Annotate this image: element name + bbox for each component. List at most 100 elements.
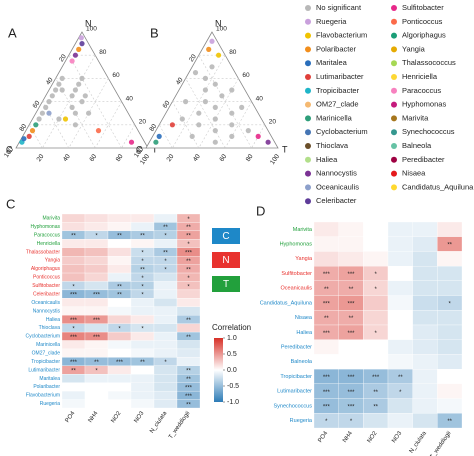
c-tick-label: 40 bbox=[45, 76, 55, 86]
point bbox=[202, 99, 208, 105]
group-box bbox=[212, 276, 240, 292]
significance: * bbox=[399, 390, 402, 396]
row-label: Hyphomonas bbox=[31, 224, 61, 230]
heatmap-cell bbox=[107, 365, 132, 375]
heatmap-cell bbox=[412, 236, 438, 252]
group-label: C bbox=[222, 231, 229, 242]
legend-marker bbox=[305, 32, 311, 39]
legend-label: Lutimaribacter bbox=[316, 72, 364, 81]
significance: *** bbox=[116, 360, 124, 366]
colorbar-title: Correlation bbox=[212, 323, 251, 332]
significance: *** bbox=[347, 390, 355, 396]
point bbox=[72, 110, 78, 116]
significance: ** bbox=[373, 390, 378, 396]
legend-marker bbox=[391, 5, 397, 11]
heatmap-cell bbox=[313, 354, 339, 370]
legend-marker bbox=[305, 74, 311, 80]
heatmap-cell bbox=[363, 236, 389, 252]
colorbar-tick-label: 1.0 bbox=[227, 335, 237, 342]
heatmap-cell bbox=[153, 331, 178, 341]
heatmap-cell bbox=[437, 310, 463, 326]
n-tick-label: 80 bbox=[99, 49, 107, 56]
heatmap-cell bbox=[176, 298, 201, 307]
row-label: Ponticoccus bbox=[33, 275, 60, 281]
significance: * bbox=[187, 242, 190, 248]
heatmap-cell bbox=[412, 354, 438, 370]
heatmap-cell bbox=[107, 399, 132, 409]
significance: * bbox=[164, 259, 167, 265]
row-label: Oceanicaulis bbox=[31, 300, 60, 306]
heatmap-cell bbox=[84, 390, 109, 400]
row-label: Synechococcus bbox=[273, 403, 312, 409]
legend-marker bbox=[391, 18, 397, 25]
grid-line bbox=[94, 101, 122, 149]
significance: ** bbox=[186, 259, 191, 265]
legend-label: Celeribacter bbox=[316, 196, 357, 205]
significance: ** bbox=[186, 267, 191, 273]
significance: ** bbox=[186, 335, 191, 341]
row-label: Peredibacter bbox=[281, 345, 312, 351]
legend-marker bbox=[305, 5, 311, 11]
c-tick-label: 20 bbox=[58, 53, 68, 63]
significance: ** bbox=[117, 284, 122, 290]
significance: *** bbox=[185, 251, 193, 257]
legend-marker bbox=[391, 46, 397, 53]
significance: ** bbox=[71, 369, 76, 375]
heatmap-cell bbox=[363, 221, 389, 237]
heatmap-cell bbox=[61, 382, 86, 392]
heatmap-cell bbox=[176, 323, 201, 333]
row-label: Hyphomonas bbox=[280, 242, 313, 248]
heatmap-cell bbox=[313, 339, 339, 355]
row-label: Candidatus_Aquiluna bbox=[260, 300, 313, 306]
significance: ** bbox=[163, 251, 168, 257]
heatmap-cell bbox=[153, 365, 178, 375]
legend-label: Marinicella bbox=[316, 113, 353, 122]
row-label: Maritalea bbox=[39, 376, 60, 382]
n-tick-label: 100 bbox=[86, 26, 97, 33]
legend-marker bbox=[305, 101, 311, 108]
significance: * bbox=[141, 284, 144, 290]
significance: * bbox=[448, 302, 451, 308]
heatmap-cell bbox=[387, 265, 413, 282]
point bbox=[179, 116, 185, 122]
legend-marker bbox=[391, 115, 397, 122]
point bbox=[212, 139, 218, 145]
n-tick-label: 100 bbox=[216, 26, 227, 33]
heatmap-cell bbox=[437, 413, 463, 429]
heatmap-cell bbox=[84, 222, 109, 232]
row-label: Haliea bbox=[46, 317, 60, 323]
heatmap-cell bbox=[153, 298, 178, 307]
point bbox=[46, 99, 52, 105]
point bbox=[216, 52, 222, 58]
significance: * bbox=[141, 276, 144, 282]
heatmap-cell bbox=[412, 251, 438, 267]
column-label: T_weddlogii bbox=[168, 411, 191, 441]
significance: * bbox=[72, 326, 75, 332]
significance: * bbox=[141, 326, 144, 332]
point bbox=[76, 81, 82, 87]
t-tick-label: 80 bbox=[245, 153, 255, 163]
heatmap-cell bbox=[107, 348, 132, 358]
significance: * bbox=[187, 284, 190, 290]
point bbox=[72, 52, 78, 58]
heatmap-cell bbox=[437, 324, 463, 340]
significance: ** bbox=[186, 225, 191, 231]
group-box bbox=[212, 252, 240, 268]
significance: *** bbox=[70, 360, 78, 366]
c-tick-label: 40 bbox=[175, 76, 185, 86]
point bbox=[56, 116, 62, 122]
heatmap-cell bbox=[153, 374, 178, 383]
heatmap-cell bbox=[84, 340, 109, 350]
significance: ** bbox=[186, 402, 191, 408]
point bbox=[59, 75, 65, 81]
heatmap-cell bbox=[84, 281, 109, 291]
heatmap-cell bbox=[61, 399, 86, 409]
significance: ** bbox=[186, 377, 191, 383]
heatmap-cell bbox=[84, 272, 109, 282]
column-label: NO2 bbox=[367, 430, 379, 444]
panel-label: C bbox=[6, 196, 15, 211]
c-tick-label: 20 bbox=[188, 53, 198, 63]
significance: *** bbox=[185, 385, 193, 391]
legend-label: OM27_clade bbox=[316, 100, 359, 109]
